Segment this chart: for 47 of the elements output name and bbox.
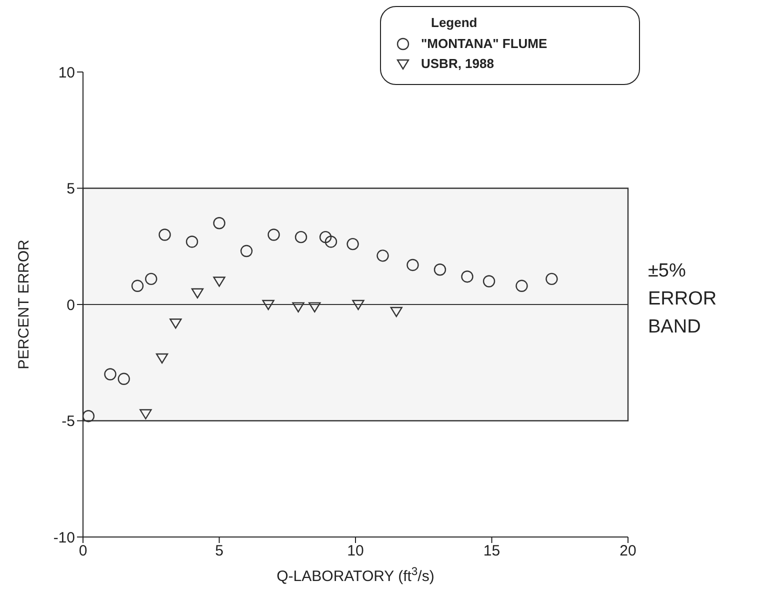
- y-tick-label: 0: [66, 296, 75, 314]
- point: [434, 264, 446, 276]
- point: [156, 353, 168, 364]
- point: [140, 409, 152, 420]
- point: [83, 410, 95, 422]
- point: [213, 276, 226, 287]
- point: [406, 258, 419, 272]
- x-tick-label: 15: [483, 542, 500, 560]
- point: [324, 236, 338, 248]
- y-tick-label: 10: [58, 64, 75, 82]
- point: [186, 236, 198, 248]
- point: [191, 288, 204, 298]
- y-tick-label: -10: [53, 529, 75, 546]
- point: [262, 300, 274, 310]
- y-axis-title: PERCENT ERROR: [15, 239, 32, 370]
- x-tick-label: 0: [78, 542, 88, 560]
- point: [461, 270, 474, 283]
- y-tick-label: -5: [62, 413, 75, 430]
- legend-label: USBR, 1988: [421, 56, 494, 71]
- x-tick-label: 10: [347, 542, 364, 560]
- point: [482, 275, 496, 288]
- legend-label: "MONTANA" FLUME: [421, 36, 548, 51]
- point: [516, 280, 528, 292]
- y-tick-label: 5: [66, 180, 75, 198]
- x-tick-label: 20: [620, 542, 636, 560]
- point: [240, 244, 253, 258]
- point: [268, 228, 280, 241]
- point: [546, 272, 558, 286]
- point: [131, 280, 144, 292]
- point: [292, 302, 304, 312]
- point: [390, 306, 402, 318]
- point: [352, 300, 364, 310]
- point: [158, 228, 171, 241]
- point: [145, 272, 158, 286]
- point: [346, 238, 359, 250]
- point: [104, 368, 116, 380]
- point: [376, 250, 389, 262]
- point: [308, 302, 321, 312]
- point: [213, 217, 226, 230]
- point: [118, 372, 130, 385]
- legend-title: Legend: [431, 15, 478, 30]
- x-axis-title: Q-LABORATORY (ft$^{3}$/s): [276, 566, 434, 585]
- band-label: ±5% ERROR BAND: [648, 260, 717, 338]
- point: [170, 318, 182, 329]
- point: [294, 230, 308, 244]
- point: [319, 230, 332, 244]
- x-tick-label: 5: [215, 542, 224, 560]
